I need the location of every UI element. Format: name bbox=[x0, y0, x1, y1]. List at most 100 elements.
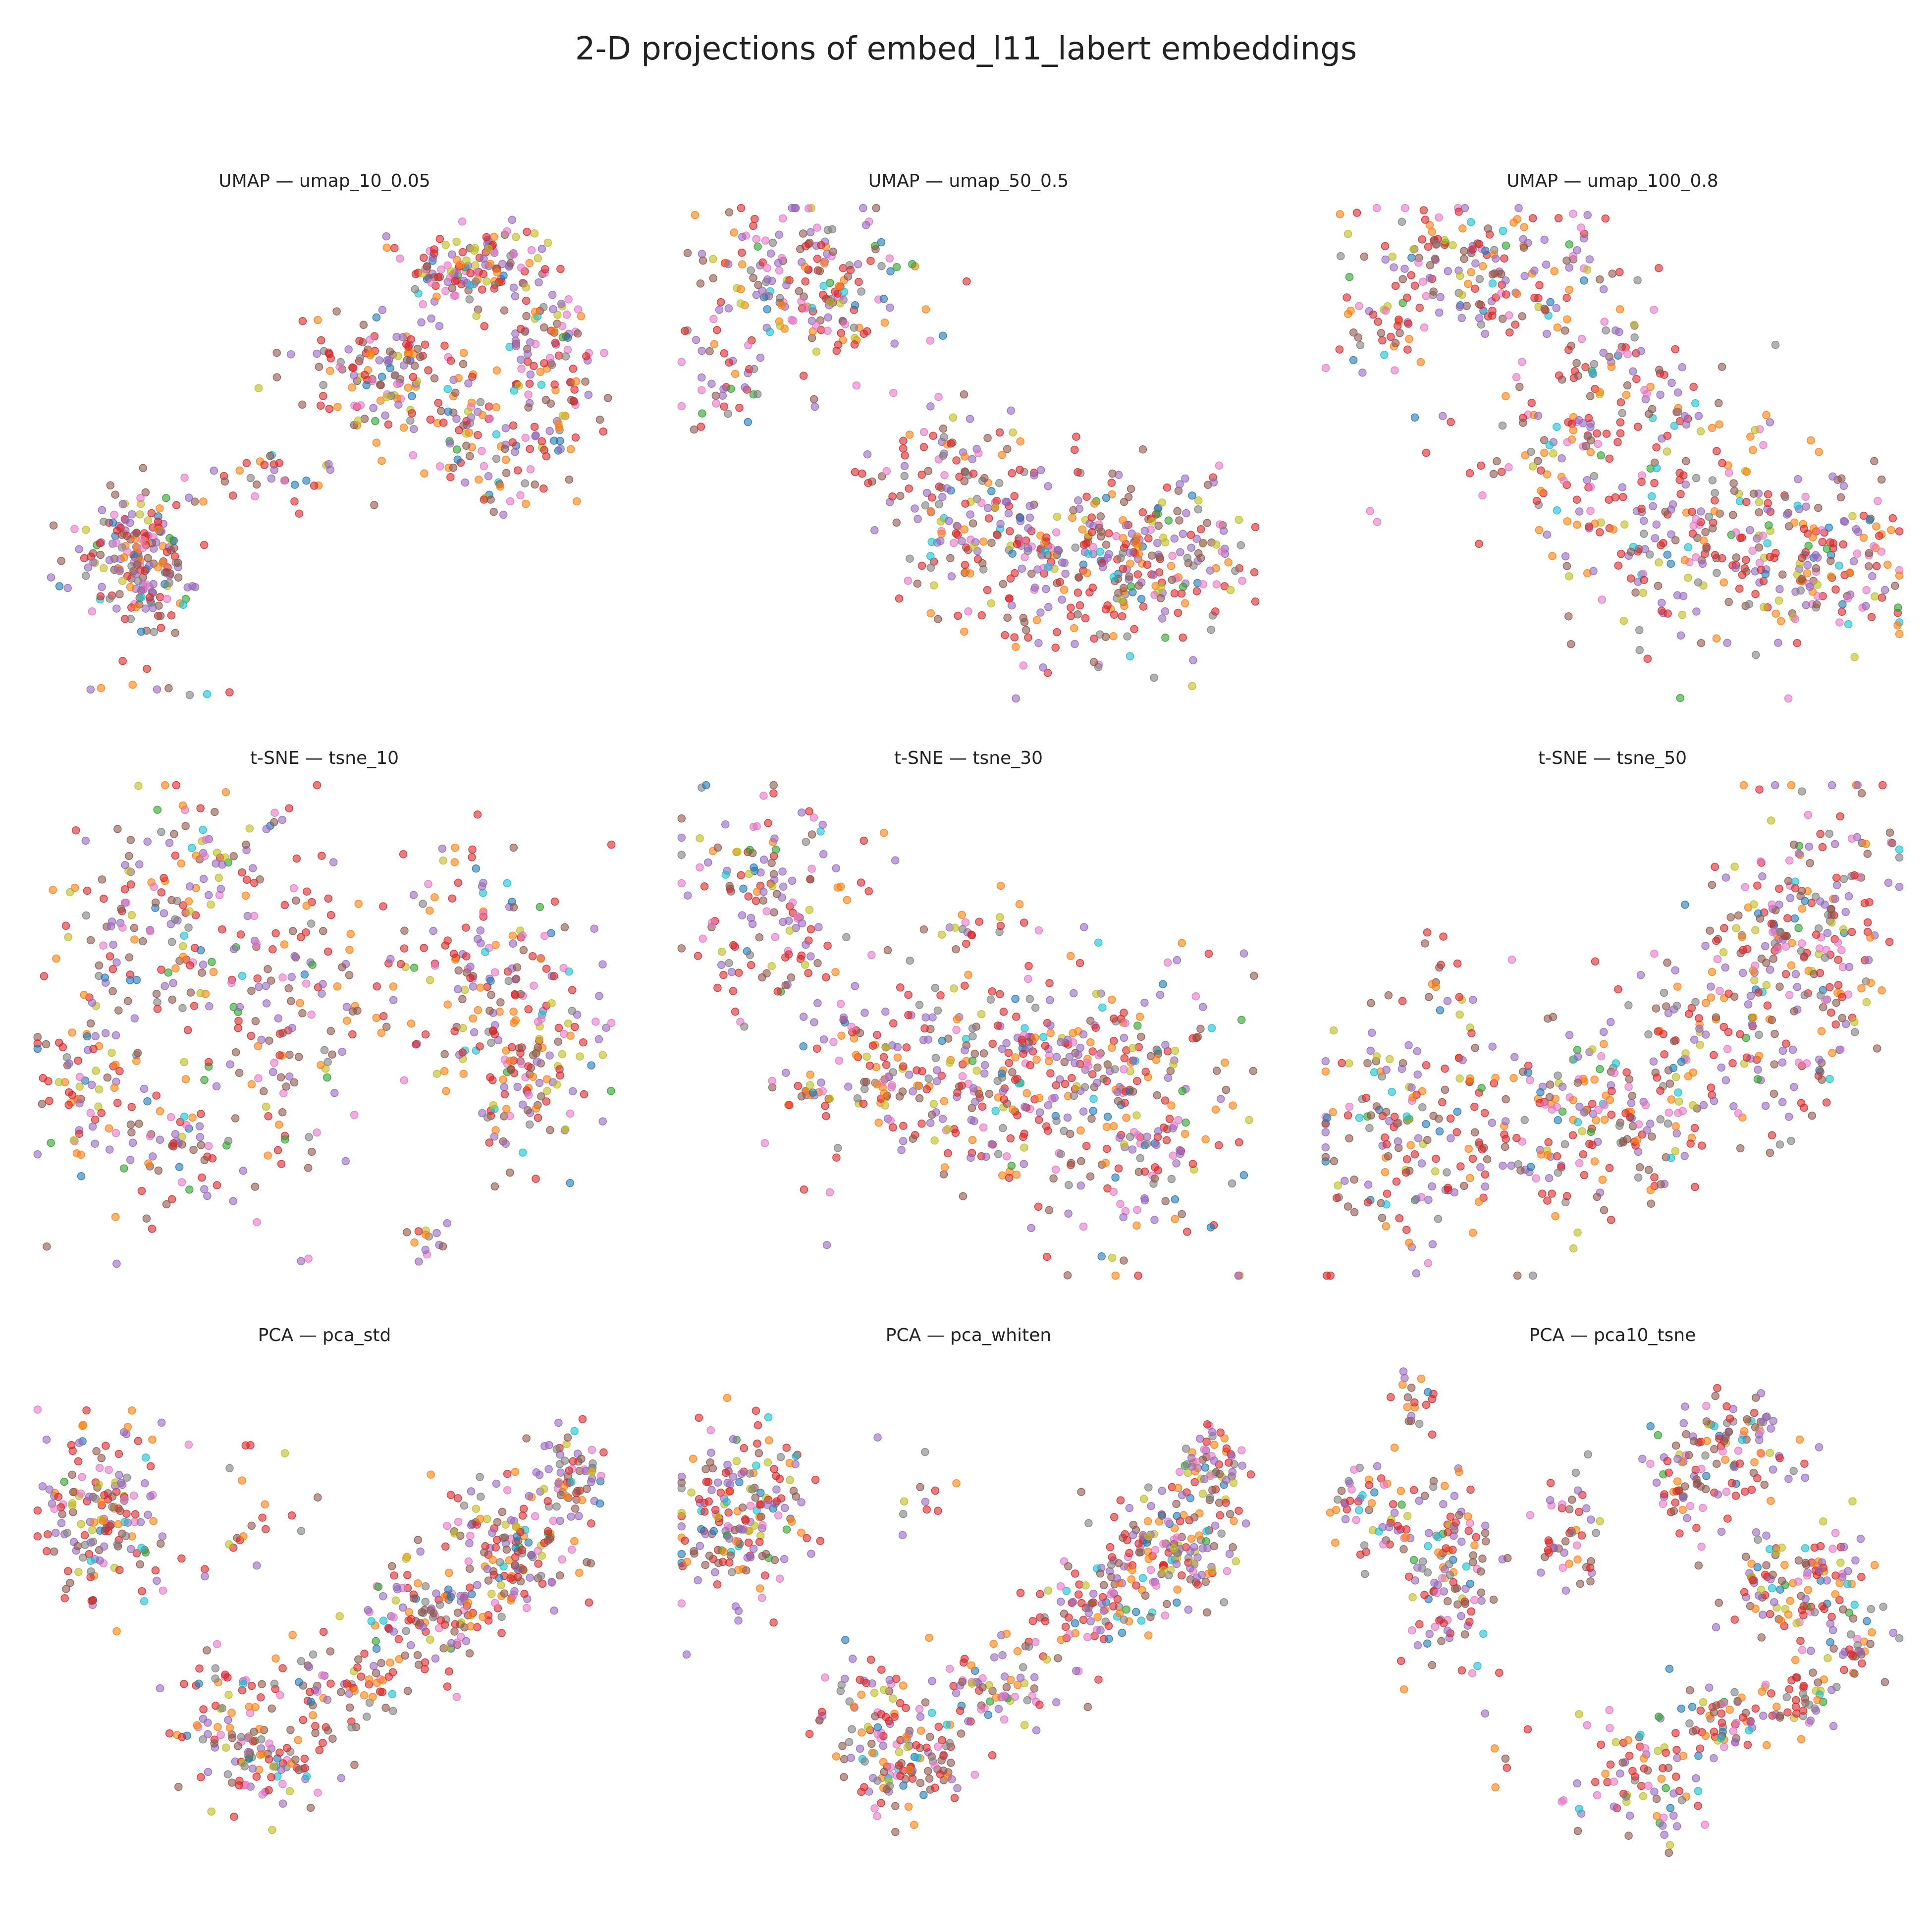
scatter-point bbox=[862, 1052, 871, 1061]
scatter-point bbox=[151, 898, 160, 907]
scatter-point bbox=[1694, 578, 1703, 587]
scatter-point bbox=[1893, 621, 1902, 630]
scatter-point bbox=[825, 1188, 834, 1197]
scatter-point bbox=[919, 428, 928, 436]
scatter-point bbox=[227, 1730, 236, 1739]
scatter-point bbox=[197, 1141, 206, 1149]
scatter-point bbox=[86, 1109, 95, 1117]
scatter-point bbox=[1428, 227, 1436, 236]
scatter-point bbox=[1436, 293, 1445, 301]
scatter-point bbox=[1110, 610, 1119, 619]
scatter-point bbox=[1382, 1222, 1390, 1231]
scatter-point bbox=[1762, 959, 1771, 967]
scatter-point bbox=[400, 926, 409, 935]
scatter-point bbox=[752, 1461, 760, 1470]
scatter-point bbox=[237, 1733, 246, 1741]
scatter-point bbox=[1548, 552, 1556, 560]
scatter-point bbox=[864, 887, 873, 896]
scatter-point bbox=[968, 1057, 977, 1065]
scatter-point bbox=[1618, 483, 1627, 491]
scatter-point bbox=[1410, 413, 1419, 422]
scatter-point bbox=[1452, 1128, 1461, 1136]
scatter-point bbox=[1544, 1138, 1553, 1147]
scatter-point bbox=[799, 1042, 807, 1051]
scatter-point bbox=[1546, 298, 1555, 307]
scatter-point bbox=[1738, 571, 1747, 579]
scatter-point bbox=[565, 1466, 573, 1475]
scatter-point bbox=[1211, 607, 1220, 616]
scatter-point bbox=[1073, 589, 1082, 597]
scatter-point bbox=[81, 1076, 90, 1085]
scatter-point bbox=[950, 538, 958, 547]
scatter-point bbox=[478, 411, 487, 420]
scatter-point bbox=[1844, 620, 1853, 629]
scatter-point bbox=[1589, 1110, 1598, 1118]
scatter-point bbox=[427, 1470, 435, 1479]
scatter-point bbox=[850, 340, 859, 349]
scatter-point bbox=[563, 345, 572, 354]
scatter-point bbox=[999, 1087, 1007, 1096]
scatter-point bbox=[787, 973, 796, 982]
scatter-point bbox=[1663, 550, 1672, 559]
scatter-point bbox=[309, 1650, 318, 1659]
scatter-point bbox=[221, 1670, 229, 1679]
scatter-point bbox=[393, 1585, 402, 1594]
scatter-point bbox=[922, 1505, 931, 1514]
scatter-point bbox=[595, 1499, 604, 1508]
scatter-point bbox=[1133, 570, 1142, 579]
scatter-point bbox=[1716, 987, 1724, 995]
scatter-point bbox=[932, 1108, 940, 1117]
scatter-point bbox=[1035, 1108, 1044, 1117]
scatter-point bbox=[113, 526, 121, 535]
scatter-point bbox=[951, 923, 960, 932]
scatter-point bbox=[1561, 326, 1569, 335]
scatter-point bbox=[98, 506, 107, 514]
scatter-point bbox=[1493, 457, 1501, 466]
scatter-point bbox=[930, 1136, 939, 1145]
scatter-point bbox=[1749, 900, 1758, 909]
scatter-point bbox=[516, 491, 525, 500]
scatter-point bbox=[1796, 586, 1805, 595]
scatter-point bbox=[295, 509, 304, 518]
scatter-point bbox=[1565, 572, 1573, 581]
scatter-point bbox=[1562, 294, 1571, 302]
scatter-point bbox=[204, 891, 213, 900]
scatter-point bbox=[1211, 1105, 1220, 1114]
scatter-point bbox=[1512, 373, 1521, 381]
scatter-point bbox=[889, 1068, 897, 1076]
scatter-point bbox=[1161, 1096, 1170, 1105]
scatter-point bbox=[886, 1116, 895, 1125]
scatter-point bbox=[1012, 643, 1020, 651]
scatter-point bbox=[1234, 1138, 1243, 1147]
scatter-point bbox=[1114, 1097, 1123, 1105]
scatter-point bbox=[492, 454, 501, 463]
scatter-point bbox=[298, 317, 307, 325]
scatter-point bbox=[199, 825, 207, 834]
scatter-point bbox=[851, 468, 859, 477]
scatter-point bbox=[92, 1447, 101, 1455]
scatter-point bbox=[809, 813, 818, 822]
scatter-point bbox=[988, 987, 996, 996]
scatter-point bbox=[464, 1557, 473, 1566]
scatter-point bbox=[324, 894, 332, 903]
scatter-point bbox=[983, 586, 992, 594]
scatter-point bbox=[1738, 933, 1746, 941]
scatter-point bbox=[829, 1038, 838, 1046]
scatter-point bbox=[1742, 1053, 1751, 1062]
figure-title: 2-D projections of embed_l11_labert embe… bbox=[575, 31, 1357, 67]
scatter-point bbox=[1333, 1194, 1341, 1202]
scatter-point bbox=[131, 570, 140, 579]
scatter-point bbox=[1870, 542, 1878, 550]
scatter-point bbox=[157, 1418, 166, 1427]
scatter-point bbox=[747, 961, 755, 969]
scatter-point bbox=[229, 852, 238, 860]
scatter-point bbox=[763, 305, 771, 314]
scatter-point bbox=[1755, 785, 1764, 794]
scatter-point bbox=[1394, 1137, 1402, 1146]
scatter-point bbox=[1186, 531, 1195, 539]
scatter-point bbox=[1390, 263, 1398, 271]
scatter-point bbox=[1519, 419, 1527, 427]
scatter-point bbox=[303, 887, 311, 896]
scatter-point bbox=[1044, 1101, 1053, 1110]
scatter-plot-area bbox=[677, 204, 1260, 703]
